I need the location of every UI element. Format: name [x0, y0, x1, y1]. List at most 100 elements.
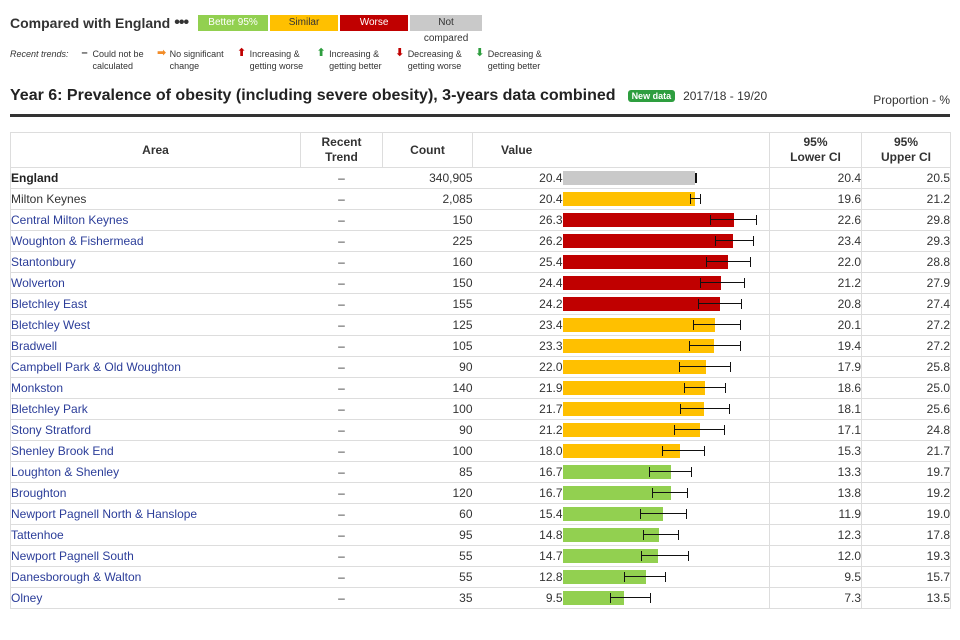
header-count[interactable]: Count [382, 132, 473, 168]
value-bar [562, 549, 659, 563]
ci-line [714, 240, 754, 241]
area-name[interactable]: Woughton & Fishermead [10, 230, 301, 252]
count-cell: 225 [382, 230, 473, 252]
value-bar [562, 360, 706, 374]
area-name[interactable]: Loughton & Shenley [10, 461, 301, 483]
header-lower-ci[interactable]: 95% Lower CI [769, 132, 863, 168]
count-cell: 150 [382, 272, 473, 294]
area-name[interactable]: Campbell Park & Old Woughton [10, 356, 301, 378]
header-value[interactable]: Value [471, 132, 771, 168]
area-name[interactable]: Danesborough & Walton [10, 566, 301, 588]
ci-lower-cap [652, 488, 654, 498]
ci-line [640, 555, 689, 556]
badge-not-compared: Not compared [410, 15, 483, 44]
value-bar-cell [562, 398, 771, 420]
value-cell: 25.4 [472, 251, 563, 273]
value-cell: 15.4 [472, 503, 563, 525]
ci-line [678, 366, 731, 367]
area-name: Milton Keynes [10, 188, 301, 210]
trend-text-line1: Could not be [92, 49, 144, 59]
table-row: Central Milton Keynes –150 26.3 22.6 29.8 [10, 209, 952, 231]
area-name[interactable]: Stantonbury [10, 251, 301, 273]
area-name[interactable]: Broughton [10, 482, 301, 504]
count-cell: 35 [382, 587, 473, 609]
table-row: Bletchley West –125 23.4 20.1 27.2 [10, 314, 952, 336]
ci-lower-cap [695, 173, 697, 183]
area-name[interactable]: Newport Pagnell North & Hanslope [10, 503, 301, 525]
value-cell: 18.0 [472, 440, 563, 462]
value-bar-cell [562, 545, 771, 567]
value-bar [562, 339, 715, 353]
area-name[interactable]: Central Milton Keynes [10, 209, 301, 231]
value-cell: 14.7 [472, 545, 563, 567]
trend-text-line2: getting worse [249, 61, 304, 71]
trend-legend-item: ➡ No significant change [156, 48, 224, 72]
count-cell: 340,905 [382, 167, 473, 189]
area-name[interactable]: Stony Stratford [10, 419, 301, 441]
area-name[interactable]: Bletchley West [10, 314, 301, 336]
ci-line [683, 387, 726, 388]
lower-ci-cell: 20.8 [769, 293, 863, 315]
count-cell: 90 [382, 356, 473, 378]
arrow-up-green-icon: ⬆ [316, 47, 326, 59]
ci-lower-cap [688, 341, 690, 351]
header-upper-ci[interactable]: 95% Upper CI [861, 132, 952, 168]
area-name[interactable]: Newport Pagnell South [10, 545, 301, 567]
upper-ci-cell: 27.9 [861, 272, 952, 294]
badge-better: Better 95% [198, 15, 269, 31]
count-cell: 85 [382, 461, 473, 483]
recent-trend-cell: – [300, 230, 383, 252]
area-name[interactable]: Tattenhoe [10, 524, 301, 546]
recent-trend-cell: – [300, 167, 383, 189]
ci-line [662, 450, 704, 451]
area-name[interactable]: Bradwell [10, 335, 301, 357]
recent-trend-cell: – [300, 440, 383, 462]
ci-upper-cap [725, 383, 727, 393]
time-period: 2017/18 - 19/20 [683, 89, 768, 103]
ci-upper-cap [664, 572, 666, 582]
trend-text-line2: calculated [92, 61, 134, 71]
header-area[interactable]: Area [10, 132, 301, 168]
area-name[interactable]: Bletchley East [10, 293, 301, 315]
table-row: Stantonbury –160 25.4 22.0 28.8 [10, 251, 952, 273]
area-name[interactable]: Wolverton [10, 272, 301, 294]
more-options-icon[interactable]: ••• [174, 14, 189, 31]
upper-ci-cell: 20.5 [861, 167, 952, 189]
upper-ci-cell: 28.8 [861, 251, 952, 273]
value-cell: 14.8 [472, 524, 563, 546]
upper-ci-cell: 21.2 [861, 188, 952, 210]
ci-lower-cap [610, 593, 611, 603]
area-name[interactable]: Monkston [10, 377, 301, 399]
area-name[interactable]: Olney [10, 587, 301, 609]
value-cell: 24.2 [472, 293, 563, 315]
value-bar-cell [562, 188, 771, 210]
trend-legend-item: ⬇ Decreasing & getting better [474, 48, 542, 72]
upper-ci-cell: 25.0 [861, 377, 952, 399]
count-cell: 95 [382, 524, 473, 546]
table-row: Wolverton –150 24.4 21.2 27.9 [10, 272, 952, 294]
table-row: Olney –35 9.5 7.3 13.5 [10, 587, 952, 609]
table-row: Milton Keynes –2,085 20.4 19.6 21.2 [10, 188, 952, 210]
trend-text-line2: getting worse [407, 61, 462, 71]
area-name[interactable]: Shenley Brook End [10, 440, 301, 462]
value-cell: 20.4 [472, 167, 563, 189]
upper-ci-cell: 27.4 [861, 293, 952, 315]
value-bar-cell [562, 251, 771, 273]
table-row: Bradwell –105 23.3 19.4 27.2 [10, 335, 952, 357]
unit-label: Proportion - % [873, 93, 950, 107]
area-name[interactable]: Bletchley Park [10, 398, 301, 420]
ci-upper-cap [687, 488, 689, 498]
value-bar-cell [562, 209, 771, 231]
ci-upper-cap [756, 215, 758, 225]
recent-trend-cell: – [300, 587, 383, 609]
value-bar [562, 255, 728, 269]
trend-text-line1: Increasing & [329, 49, 380, 59]
trend-text-line1: Increasing & [249, 49, 300, 59]
table-row: England –340,905 20.4 20.4 20.5 [10, 167, 952, 189]
ci-lower-cap [639, 509, 641, 519]
lower-ci-cell: 18.1 [769, 398, 863, 420]
value-bar [562, 318, 715, 332]
ci-line [680, 408, 730, 409]
upper-ci-cell: 25.6 [861, 398, 952, 420]
header-recent-trend[interactable]: Recent Trend [300, 132, 383, 168]
